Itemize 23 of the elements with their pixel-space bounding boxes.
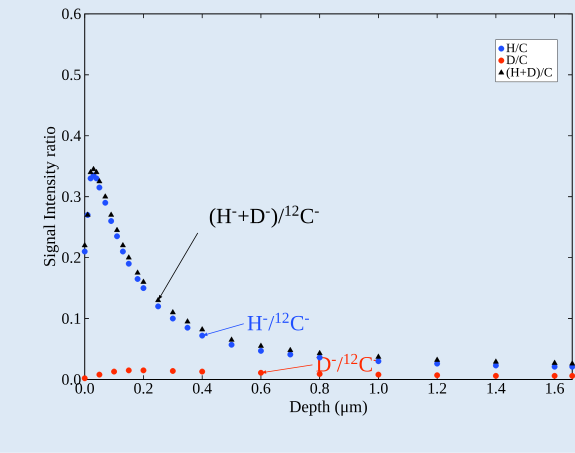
- x-tick-label: 1.0: [370, 383, 388, 394]
- annotation: (H$^{-}$+D$^{-}$)/$^{12}$C$^{-}$: [210, 206, 319, 228]
- y-tick-label: 0.5: [62, 70, 81, 80]
- x-tick-label: 0.8: [310, 383, 329, 394]
- x-tick-label: 0.0: [75, 383, 94, 394]
- legend-label: H/C: [506, 44, 527, 52]
- y-tick-label: 0.0: [62, 374, 81, 385]
- x-tick-label: 1.4: [487, 383, 506, 394]
- x-tick-label: 0.2: [134, 383, 152, 394]
- y-tick-label: 0.3: [62, 191, 81, 202]
- y-tick-label: 0.1: [62, 313, 80, 324]
- y-axis-title: Signal Intensity ratio: [43, 126, 59, 266]
- x-tick-label: 1.6: [546, 383, 564, 394]
- y-tick-label: 0.2: [62, 252, 80, 264]
- annotation: H$^{-}$/$^{12}$C$^{-}$: [248, 312, 309, 331]
- x-axis-title: Depth (μm): [290, 400, 367, 416]
- x-tick-label: 0.6: [252, 383, 270, 394]
- x-tick-label: 0.4: [192, 383, 212, 394]
- x-tick-label: 1.2: [428, 383, 446, 394]
- y-tick-label: 0.6: [62, 8, 81, 20]
- legend-label: D/C: [506, 56, 527, 64]
- legend-label: (H+D)/C: [506, 68, 552, 80]
- y-tick-label: 0.4: [62, 130, 81, 142]
